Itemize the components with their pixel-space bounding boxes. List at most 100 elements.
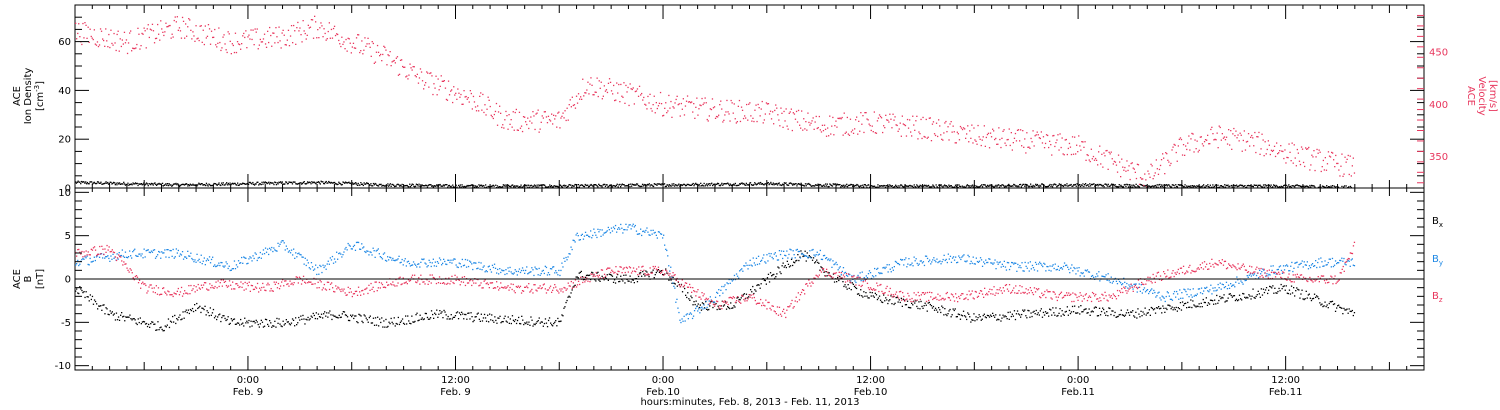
point-velocity bbox=[1160, 159, 1163, 161]
point-bx bbox=[844, 284, 846, 286]
point-by bbox=[265, 251, 268, 253]
point-bx bbox=[759, 287, 761, 289]
point-density bbox=[340, 184, 343, 186]
point-velocity bbox=[885, 114, 887, 116]
point-bx bbox=[769, 272, 772, 274]
point-by bbox=[609, 232, 612, 234]
point-velocity bbox=[641, 92, 643, 95]
point-by bbox=[944, 259, 946, 262]
point-velocity bbox=[162, 31, 164, 33]
point-bx bbox=[995, 314, 997, 316]
point-density bbox=[1075, 185, 1077, 187]
point-density bbox=[453, 186, 455, 188]
point-density bbox=[458, 184, 460, 187]
point-velocity bbox=[139, 48, 141, 50]
point-bx bbox=[518, 316, 520, 319]
point-by bbox=[765, 262, 767, 264]
point-velocity bbox=[1207, 134, 1209, 136]
point-by bbox=[749, 259, 751, 261]
point-velocity bbox=[1091, 158, 1093, 160]
point-density bbox=[481, 185, 483, 187]
point-by bbox=[134, 248, 136, 250]
point-density bbox=[528, 186, 531, 188]
point-by bbox=[1103, 276, 1105, 278]
point-bx bbox=[385, 318, 387, 321]
point-velocity bbox=[514, 111, 516, 114]
point-velocity bbox=[137, 27, 139, 29]
point-bx bbox=[1026, 317, 1028, 319]
point-density bbox=[810, 185, 812, 187]
point-bx bbox=[1034, 313, 1036, 315]
point-bx bbox=[828, 272, 830, 274]
point-density bbox=[950, 185, 952, 187]
point-velocity bbox=[944, 122, 946, 124]
point-by bbox=[1152, 292, 1154, 294]
point-density bbox=[1220, 185, 1222, 187]
point-velocity bbox=[369, 46, 371, 48]
point-velocity bbox=[926, 137, 928, 139]
point-by bbox=[347, 242, 349, 245]
point-density bbox=[1057, 185, 1059, 187]
point-bx bbox=[543, 322, 546, 325]
point-bx bbox=[1346, 308, 1348, 310]
point-velocity bbox=[188, 18, 190, 20]
point-by bbox=[794, 257, 796, 259]
point-density bbox=[978, 186, 980, 188]
point-velocity bbox=[210, 30, 213, 32]
point-density bbox=[1161, 185, 1163, 188]
point-by bbox=[240, 262, 242, 264]
point-density bbox=[987, 184, 989, 186]
point-velocity bbox=[1263, 155, 1265, 157]
point-velocity bbox=[582, 78, 584, 80]
point-by bbox=[926, 257, 929, 260]
point-density bbox=[1349, 185, 1352, 188]
point-bx bbox=[434, 312, 436, 314]
point-density bbox=[562, 185, 564, 187]
point-by bbox=[915, 258, 917, 260]
point-bx bbox=[947, 313, 949, 315]
point-velocity bbox=[650, 107, 652, 110]
point-density bbox=[337, 183, 339, 185]
point-velocity bbox=[226, 51, 228, 54]
point-velocity bbox=[105, 28, 107, 30]
point-density bbox=[436, 184, 438, 186]
point-velocity bbox=[880, 117, 883, 119]
point-density bbox=[1227, 184, 1229, 186]
point-density bbox=[490, 185, 492, 188]
point-by bbox=[692, 315, 695, 317]
point-by bbox=[106, 256, 108, 258]
point-velocity bbox=[76, 38, 78, 40]
point-by bbox=[752, 257, 754, 259]
point-bx bbox=[910, 307, 912, 309]
point-velocity bbox=[500, 112, 502, 114]
point-bx bbox=[89, 294, 91, 296]
point-bx bbox=[965, 316, 967, 318]
point-density bbox=[102, 183, 104, 185]
point-density bbox=[988, 185, 990, 187]
point-velocity bbox=[519, 127, 522, 129]
point-velocity bbox=[319, 27, 321, 29]
point-by bbox=[1079, 275, 1081, 277]
point-density bbox=[1247, 184, 1249, 187]
point-bx bbox=[1217, 302, 1219, 304]
point-velocity bbox=[617, 92, 619, 94]
point-density bbox=[792, 184, 794, 186]
point-density bbox=[227, 182, 229, 185]
point-velocity bbox=[805, 121, 807, 123]
point-velocity bbox=[386, 64, 388, 66]
point-density bbox=[824, 185, 826, 187]
point-bx bbox=[199, 305, 201, 307]
point-density bbox=[528, 184, 530, 186]
point-density bbox=[1343, 185, 1346, 187]
point-density bbox=[666, 184, 668, 186]
point-density bbox=[821, 185, 823, 187]
point-density bbox=[463, 186, 465, 188]
point-density bbox=[122, 183, 124, 185]
point-bx bbox=[257, 323, 259, 326]
point-velocity bbox=[1015, 140, 1018, 142]
point-density bbox=[733, 184, 736, 186]
point-by bbox=[321, 271, 323, 274]
point-density bbox=[228, 184, 230, 186]
point-density bbox=[969, 185, 971, 187]
point-density bbox=[1011, 185, 1013, 187]
